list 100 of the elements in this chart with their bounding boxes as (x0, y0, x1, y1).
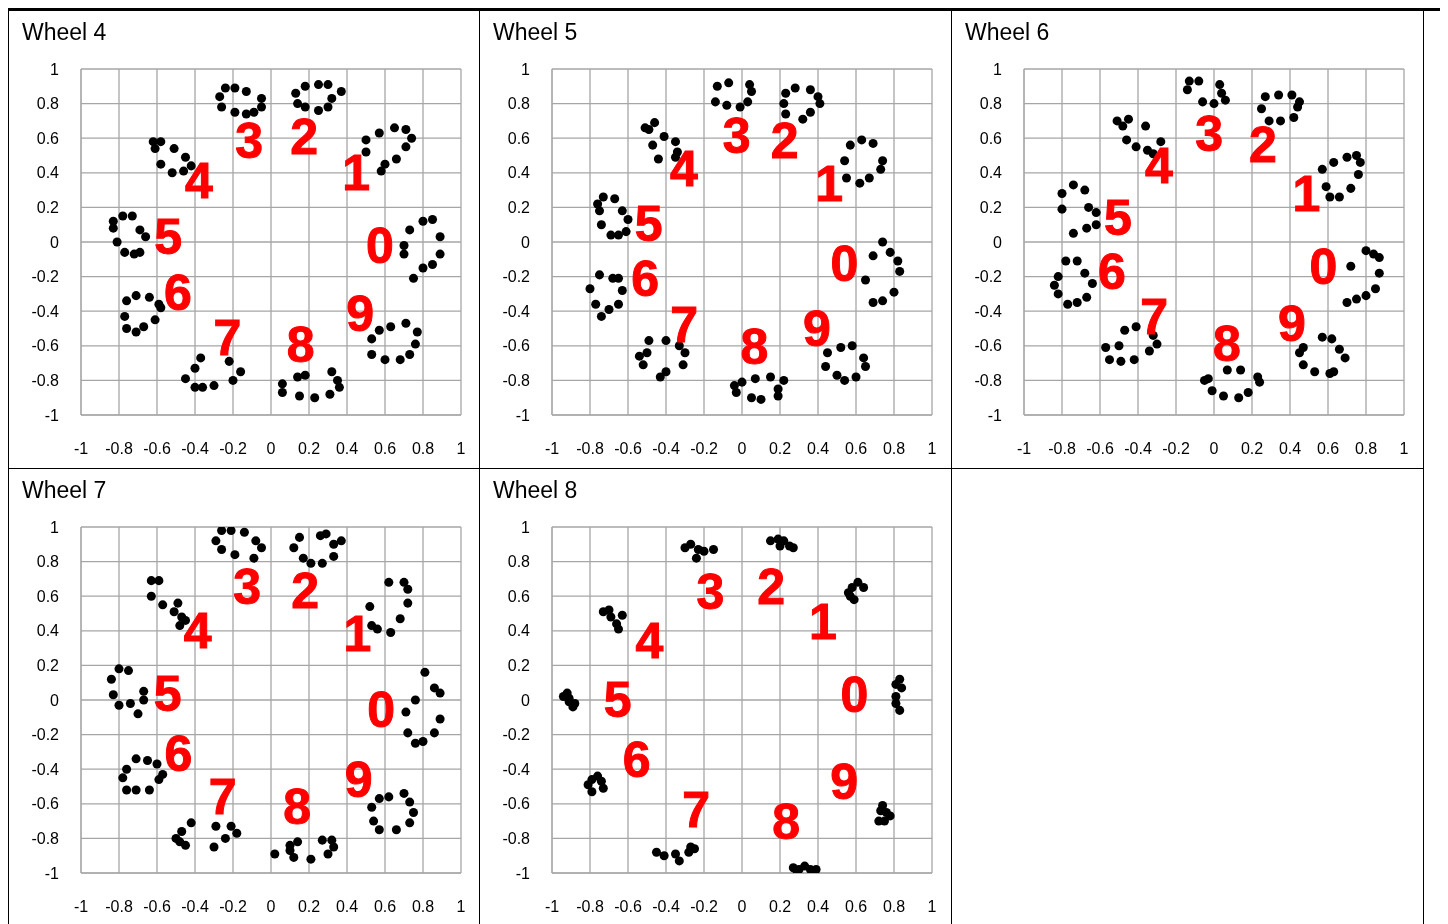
x-tick-label: 0.2 (1240, 440, 1264, 458)
x-tick-label: 1 (1399, 440, 1409, 458)
point (241, 109, 251, 119)
series-label: 0 (365, 217, 394, 274)
x-tick-label: -0.6 (1086, 440, 1114, 458)
point (1361, 291, 1371, 301)
point (256, 102, 267, 112)
point (220, 833, 230, 843)
x-tick-label: -0.6 (143, 440, 171, 458)
x-tick-label: 0.6 (373, 440, 397, 458)
x-tick-label: 0.4 (335, 898, 359, 916)
point (374, 325, 384, 335)
point (1260, 92, 1270, 102)
point (154, 576, 164, 586)
point (847, 341, 857, 351)
point (613, 624, 624, 634)
point (1370, 284, 1381, 294)
point (427, 259, 438, 269)
y-tick-label: -0.6 (31, 795, 60, 813)
point (598, 192, 608, 202)
x-tick-label: 0.4 (335, 440, 359, 458)
point (1198, 97, 1208, 107)
point (321, 529, 331, 539)
y-tick-label: -0.2 (502, 726, 531, 744)
point (651, 847, 662, 857)
point (1321, 182, 1331, 192)
series-label: 4 (184, 152, 213, 209)
point (108, 690, 118, 700)
point (228, 375, 238, 385)
point (215, 92, 225, 102)
point (1374, 268, 1384, 278)
x-tick-label: -0.4 (652, 898, 680, 916)
point (617, 610, 627, 620)
point (420, 667, 430, 677)
point (1057, 204, 1067, 214)
y-tick-label: 1 (993, 60, 1003, 78)
point (642, 348, 652, 358)
series-label: 2 (290, 109, 319, 166)
point (300, 370, 310, 380)
point (1346, 183, 1356, 193)
y-tick-label: 0.6 (36, 129, 60, 147)
point (285, 846, 295, 856)
point (1068, 228, 1078, 238)
point (289, 852, 299, 862)
point (217, 527, 227, 535)
point (209, 842, 219, 852)
point (146, 576, 156, 586)
point (1080, 185, 1090, 195)
point (670, 849, 681, 859)
point (878, 296, 888, 306)
point (209, 381, 219, 391)
series-label: 3 (722, 108, 751, 165)
point (1152, 339, 1162, 349)
point (743, 97, 753, 107)
x-tick-label: 0.8 (882, 440, 906, 458)
point (408, 807, 419, 817)
point (1082, 223, 1092, 233)
point (585, 284, 595, 294)
point (860, 362, 871, 372)
point (336, 86, 346, 96)
y-tick-label: 0 (50, 691, 60, 709)
point (407, 133, 417, 143)
point (724, 78, 734, 88)
series-label: 8 (286, 317, 315, 374)
y-tick-label: 0.8 (36, 95, 60, 113)
point (323, 849, 333, 859)
point (327, 835, 337, 845)
point (169, 144, 179, 154)
point (306, 558, 316, 568)
point (180, 152, 191, 162)
chart-title: Wheel 8 (493, 477, 578, 504)
point (1104, 355, 1115, 365)
point (889, 287, 899, 297)
series-label: 1 (342, 144, 370, 201)
point (300, 102, 310, 112)
point (596, 220, 606, 230)
point (150, 315, 160, 325)
point (864, 173, 874, 183)
point (1091, 208, 1101, 218)
point (277, 379, 287, 389)
x-tick-label: -0.4 (652, 440, 680, 458)
point (805, 107, 815, 117)
point (418, 216, 428, 226)
y-tick-label: 1 (50, 518, 60, 536)
y-tick-label: 0.4 (979, 164, 1003, 182)
series-label: 4 (635, 612, 664, 669)
point (241, 86, 251, 96)
x-tick-label: -1 (73, 898, 89, 916)
point (1253, 372, 1263, 382)
x-tick-label: 1 (927, 898, 937, 916)
y-tick-label: -0.2 (502, 268, 531, 286)
point (617, 206, 627, 216)
point (876, 164, 886, 174)
point (710, 97, 720, 107)
series-label: 3 (696, 564, 725, 621)
chart-title: Wheel 4 (22, 19, 107, 46)
point (1131, 322, 1141, 332)
point (122, 323, 132, 334)
point (1120, 325, 1130, 335)
point (122, 296, 132, 306)
